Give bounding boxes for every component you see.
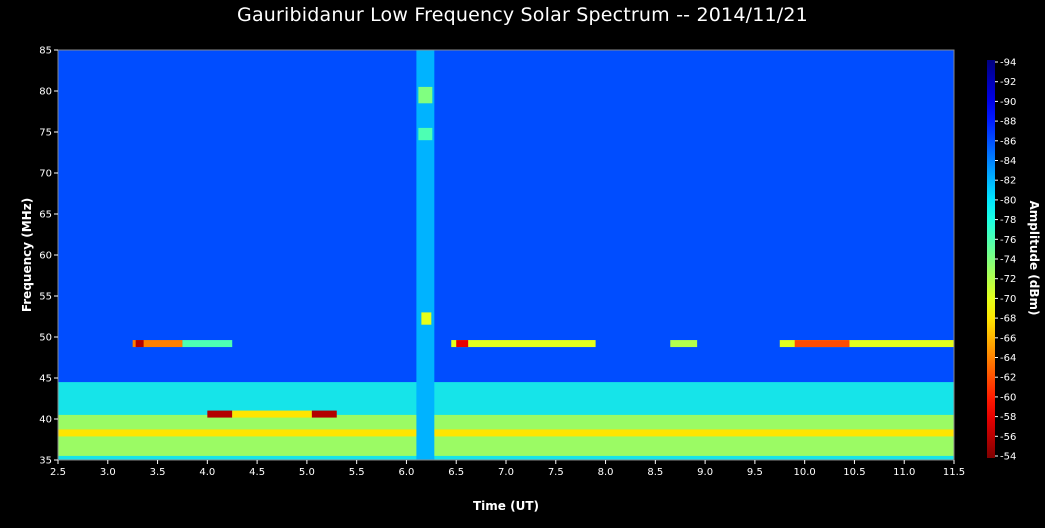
- colorbar-tick-label: -62: [1000, 373, 1016, 384]
- colorbar-tick-label: -88: [1000, 117, 1016, 128]
- x-tick-label: 4.5: [249, 467, 265, 478]
- spectral-feature-5: [182, 340, 233, 348]
- y-axis-label: Frequency (MHz): [20, 198, 34, 312]
- spectral-feature-16: [418, 127, 433, 141]
- spectrogram-plot: [57, 49, 955, 461]
- y-axis: 35 40 45 50 55 60 65 70 75 80 85: [39, 46, 58, 467]
- colorbar-tick-label: -80: [1000, 195, 1016, 206]
- y-tick-label: 80: [39, 87, 52, 98]
- colorbar-tick-label: -84: [1000, 156, 1016, 167]
- spectral-feature-14: [416, 50, 435, 460]
- x-tick-label: 6.0: [398, 467, 414, 478]
- x-tick-label: 8.0: [598, 467, 614, 478]
- colorbar-tick-label: -58: [1000, 412, 1016, 423]
- spectral-feature-2: [58, 429, 954, 437]
- y-tick-label: 60: [39, 251, 52, 262]
- x-axis: 2.5 3.0 3.5 4.0 4.5 5.0 5.5 6.0 6.5 7.0 7.5 8.0 8.5 9…: [50, 460, 965, 478]
- spectral-feature-8: [670, 340, 698, 348]
- x-tick-label: 10.5: [843, 467, 865, 478]
- colorbar-tick-label: -86: [1000, 136, 1016, 147]
- x-tick-label: 5.5: [349, 467, 365, 478]
- y-tick-label: 85: [39, 46, 52, 57]
- colorbar-gradient: [987, 60, 995, 458]
- spectral-feature-7: [456, 340, 469, 348]
- spectral-feature-9: [779, 340, 954, 348]
- spectral-feature-17: [421, 312, 432, 325]
- colorbar-tick-label: -78: [1000, 215, 1016, 226]
- x-tick-label: 5.0: [299, 467, 315, 478]
- colorbar: -94 -92 -90 -88 -86 -84 -82 -80 -78 -76 -74 -72 -70 -…: [987, 58, 1016, 463]
- x-axis-label: Time (UT): [473, 499, 539, 513]
- x-tick-label: 11.5: [943, 467, 965, 478]
- y-tick-label: 50: [39, 333, 52, 344]
- x-tick-label: 11.0: [893, 467, 915, 478]
- colorbar-tick-label: -66: [1000, 333, 1016, 344]
- x-tick-label: 3.5: [150, 467, 166, 478]
- y-tick-label: 75: [39, 128, 52, 139]
- y-tick-label: 55: [39, 292, 52, 303]
- spectral-feature-10: [794, 340, 850, 348]
- x-tick-label: 9.5: [747, 467, 763, 478]
- x-tick-label: 6.5: [448, 467, 464, 478]
- chart-title: Gauribidanur Low Frequency Solar Spectru…: [237, 4, 808, 26]
- colorbar-tick-label: -64: [1000, 353, 1016, 364]
- x-tick-label: 10.0: [794, 467, 816, 478]
- colorbar-tick-label: -90: [1000, 97, 1016, 108]
- colorbar-tick-label: -94: [1000, 58, 1016, 69]
- spectral-feature-13: [311, 410, 337, 418]
- x-tick-label: 3.0: [100, 467, 116, 478]
- x-tick-label: 7.0: [498, 467, 514, 478]
- colorbar-tick-label: -60: [1000, 392, 1016, 403]
- colorbar-tick-label: -68: [1000, 314, 1016, 325]
- spectral-feature-6: [451, 340, 596, 348]
- y-tick-label: 35: [39, 456, 52, 467]
- spectral-feature-12: [232, 410, 312, 418]
- x-tick-label: 4.0: [199, 467, 215, 478]
- x-tick-label: 8.5: [647, 467, 663, 478]
- colorbar-tick-label: -70: [1000, 294, 1016, 305]
- spectral-feature-4: [135, 340, 144, 348]
- y-tick-label: 65: [39, 210, 52, 221]
- x-tick-label: 7.5: [548, 467, 564, 478]
- x-tick-label: 2.5: [50, 467, 66, 478]
- colorbar-tick-label: -56: [1000, 432, 1016, 443]
- colorbar-tick-label: -72: [1000, 274, 1016, 285]
- spectral-feature-11: [207, 410, 233, 418]
- y-tick-label: 40: [39, 415, 52, 426]
- y-tick-label: 45: [39, 374, 52, 385]
- spectral-feature-3: [132, 340, 183, 348]
- y-tick-label: 70: [39, 169, 52, 180]
- colorbar-label: Amplitude (dBm): [1027, 200, 1041, 315]
- colorbar-tick-label: -74: [1000, 255, 1016, 266]
- x-tick-label: 9.0: [697, 467, 713, 478]
- colorbar-tick-label: -54: [1000, 452, 1016, 463]
- spectral-feature-15: [418, 86, 433, 104]
- colorbar-tick-label: -82: [1000, 176, 1016, 187]
- colorbar-tick-label: -76: [1000, 235, 1016, 246]
- colorbar-tick-label: -92: [1000, 77, 1016, 88]
